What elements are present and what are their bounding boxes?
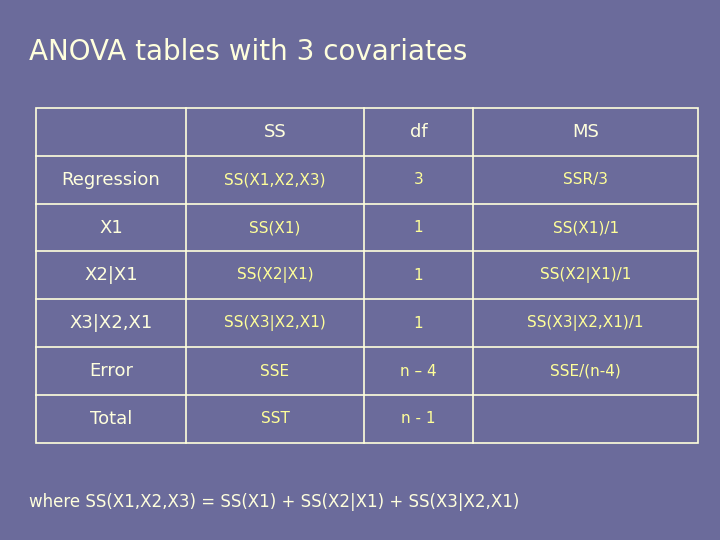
Text: SST: SST [261,411,289,427]
Text: 1: 1 [413,220,423,235]
Text: X1: X1 [99,219,123,237]
Text: 1: 1 [413,268,423,283]
Text: SS(X2|X1)/1: SS(X2|X1)/1 [540,267,631,284]
Text: where SS(X1,X2,X3) = SS(X1) + SS(X2|X1) + SS(X3|X2,X1): where SS(X1,X2,X3) = SS(X1) + SS(X2|X1) … [29,493,519,511]
Text: Error: Error [89,362,133,380]
Text: 3: 3 [413,172,423,187]
Text: n – 4: n – 4 [400,363,437,379]
Bar [36,108,698,443]
Text: X3|X2,X1: X3|X2,X1 [70,314,153,332]
Text: SSR/3: SSR/3 [563,172,608,187]
Text: SS(X3|X2,X1)/1: SS(X3|X2,X1)/1 [528,315,644,331]
Text: Regression: Regression [62,171,161,189]
Text: n - 1: n - 1 [401,411,436,427]
Text: MS: MS [572,123,599,141]
Text: SS(X2|X1): SS(X2|X1) [237,267,313,284]
Text: SSE/(n-4): SSE/(n-4) [550,363,621,379]
Text: Total: Total [90,410,132,428]
Text: SS(X3|X2,X1): SS(X3|X2,X1) [224,315,326,331]
Text: SS(X1): SS(X1) [249,220,301,235]
Text: SS(X1,X2,X3): SS(X1,X2,X3) [224,172,325,187]
Text: SSE: SSE [261,363,289,379]
Text: SS: SS [264,123,287,141]
Text: X2|X1: X2|X1 [84,266,138,285]
Text: SS(X1)/1: SS(X1)/1 [553,220,618,235]
Text: 1: 1 [413,316,423,330]
Text: df: df [410,123,427,141]
Text: ANOVA tables with 3 covariates: ANOVA tables with 3 covariates [29,38,467,66]
